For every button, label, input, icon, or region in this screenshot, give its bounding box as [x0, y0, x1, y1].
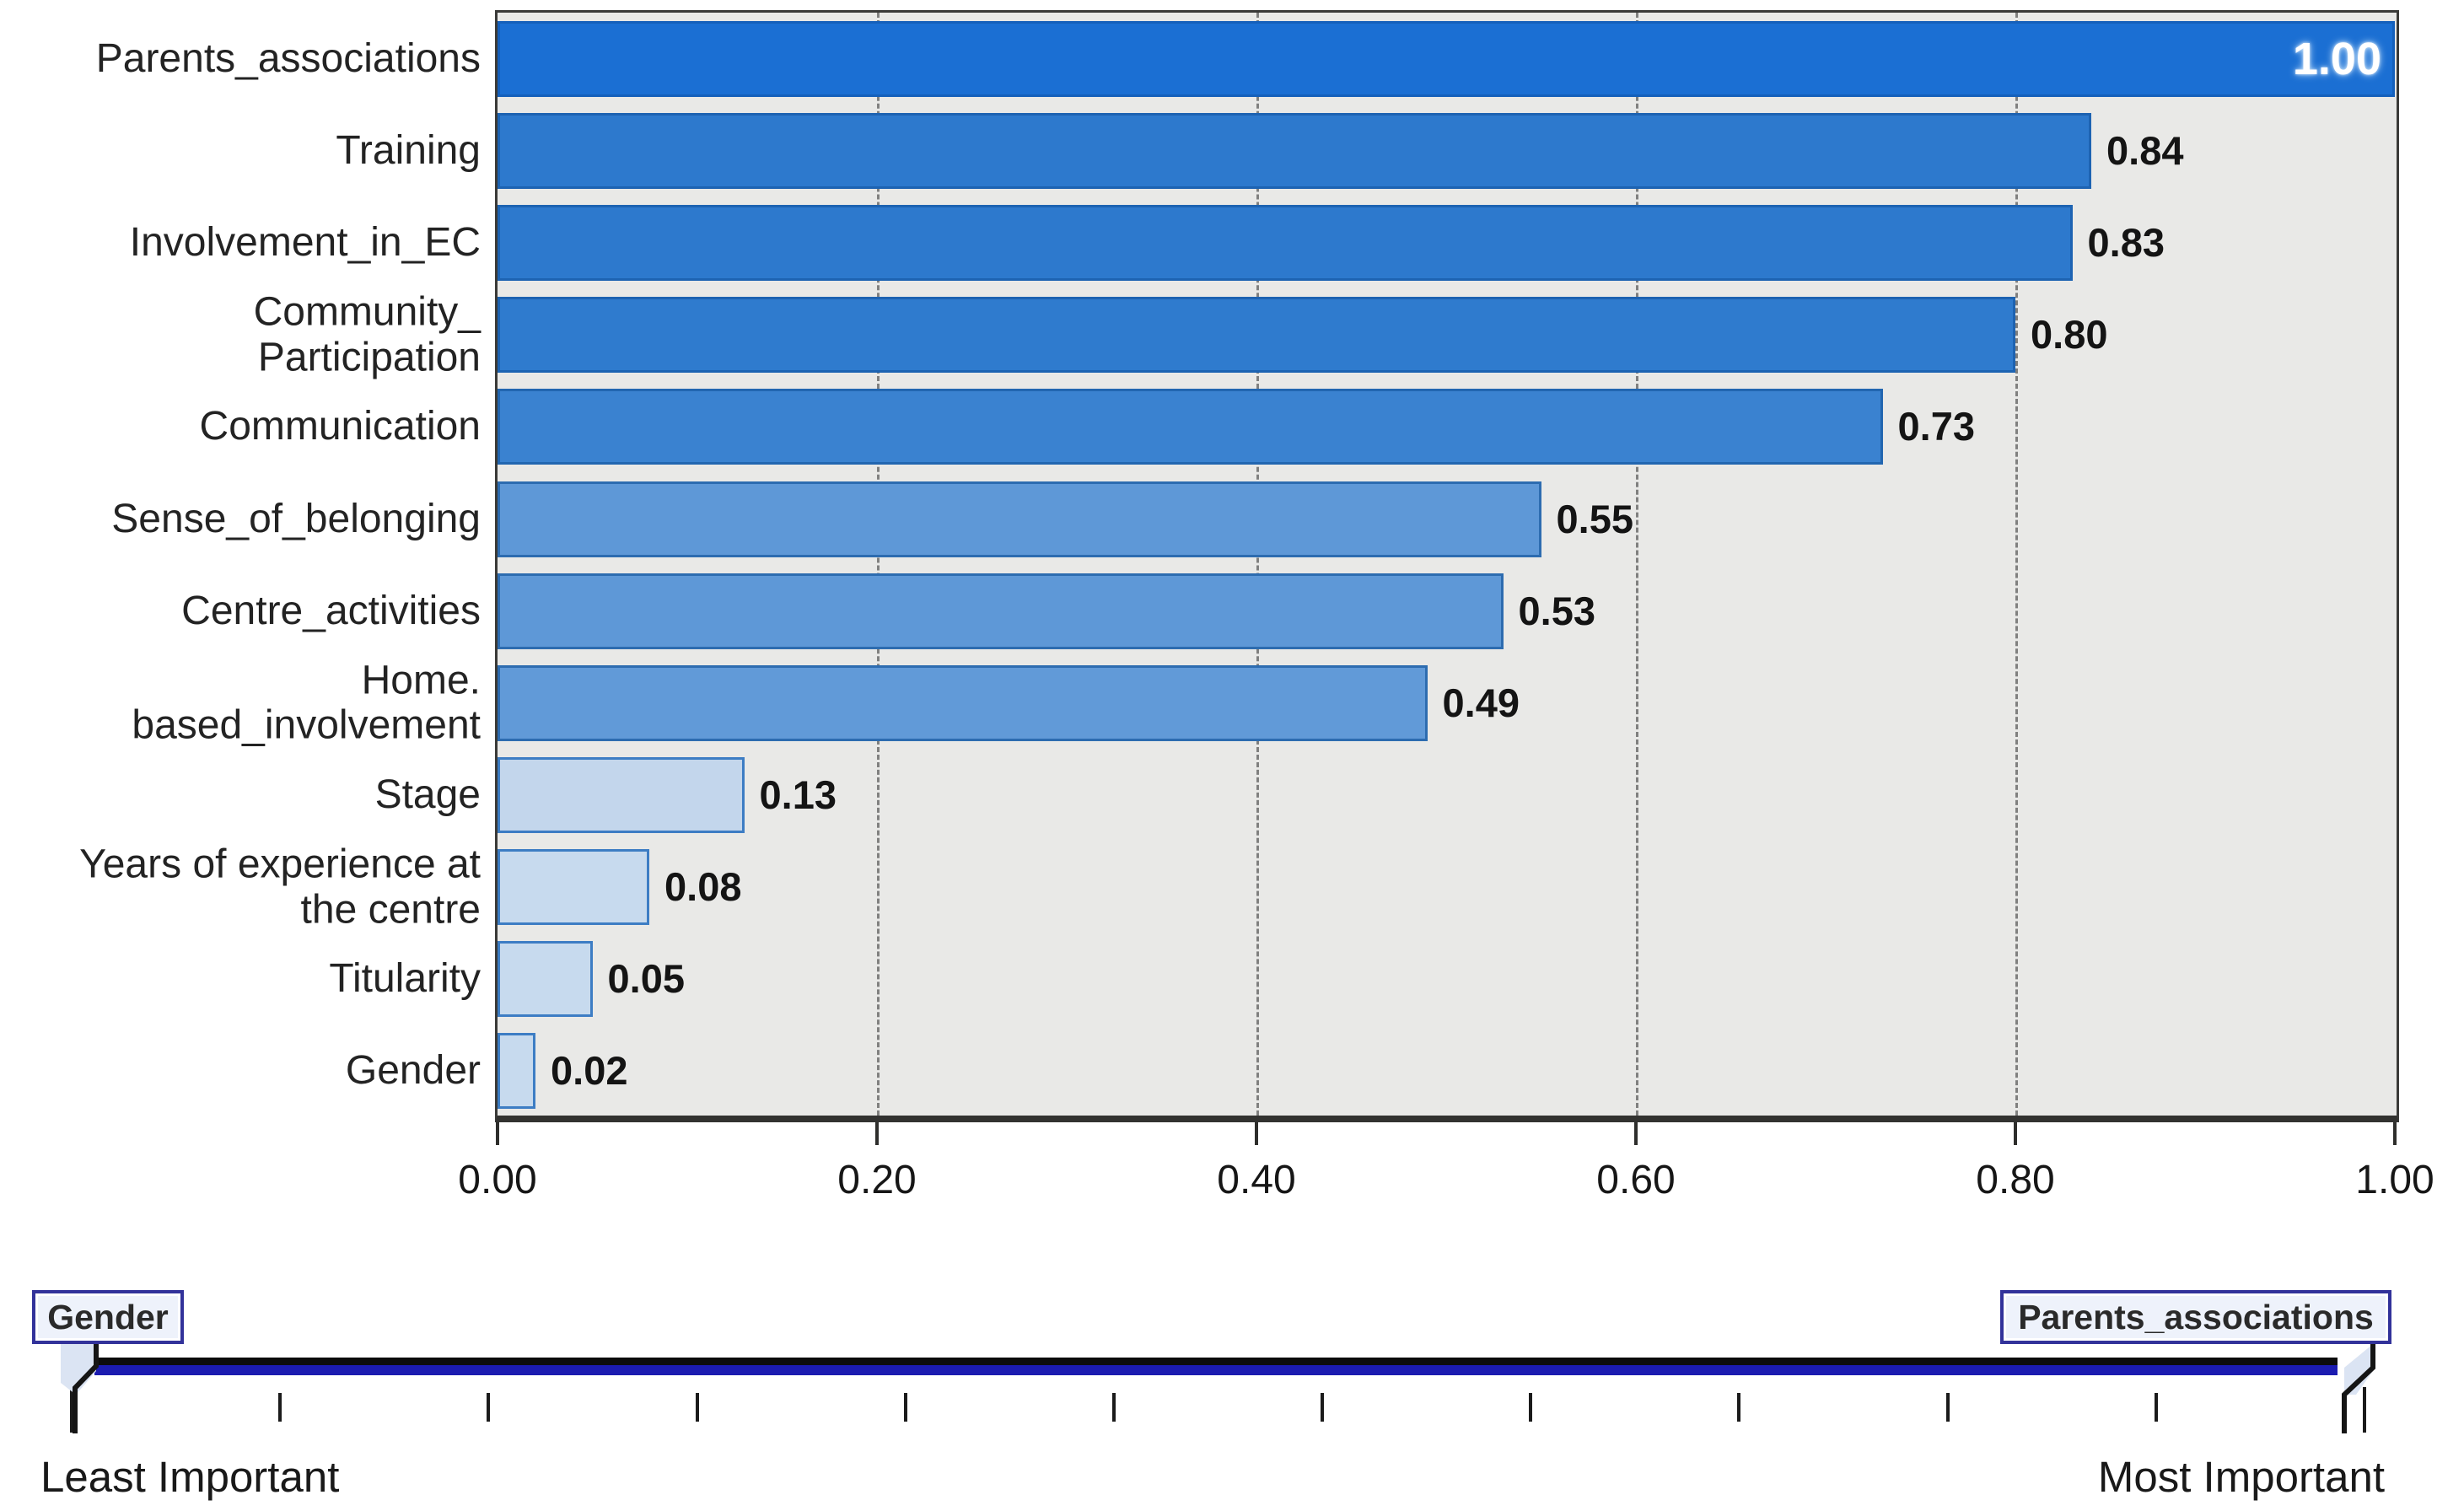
category-label: Sense_of_belonging	[111, 496, 481, 541]
slider-left-handle-label: Gender	[47, 1297, 169, 1336]
bar-value-label: 1.00	[2292, 34, 2381, 84]
slider-right-handle-pointer[interactable]	[2319, 1342, 2400, 1437]
slider-ruler-tick	[1529, 1393, 1533, 1422]
category-label: Training	[336, 128, 481, 174]
bar-value-label: 0.55	[1556, 496, 1633, 541]
x-axis-tick	[1634, 1122, 1638, 1145]
bar-value-label: 0.05	[607, 956, 685, 1001]
slider-ruler-tick	[1945, 1393, 1950, 1422]
least-important-label: Least Important	[40, 1453, 340, 1501]
bar[interactable]	[498, 205, 2073, 282]
x-axis-tick	[875, 1122, 879, 1145]
x-axis-tick	[2014, 1122, 2017, 1145]
most-important-label: Most Important	[2097, 1453, 2385, 1501]
category-label: Gender	[345, 1048, 481, 1094]
x-axis-tick-label: 0.60	[1596, 1158, 1676, 1202]
category-label: Involvement_in_EC	[129, 220, 481, 266]
bar-value-label: 0.13	[759, 772, 837, 817]
bar-value-label: 0.53	[1518, 588, 1595, 633]
slider-ruler-tick	[2154, 1393, 2158, 1422]
gridline	[2015, 13, 2018, 1116]
slider-right-handle[interactable]: Parents_associations	[2000, 1290, 2391, 1344]
slider-track[interactable]	[94, 1358, 2338, 1365]
slider-ruler-tick	[2363, 1387, 2366, 1433]
bar[interactable]	[498, 21, 2395, 97]
category-label: Parents_associations	[95, 36, 481, 82]
bar-value-label: 0.84	[2106, 128, 2184, 174]
slider-left-handle[interactable]: Gender	[32, 1290, 184, 1344]
slider-left-handle-pointer[interactable]	[49, 1342, 126, 1437]
x-axis-tick-label: 0.20	[837, 1158, 917, 1202]
bar[interactable]	[498, 113, 2091, 190]
bar[interactable]	[498, 1033, 535, 1110]
bar-value-label: 0.80	[2031, 312, 2108, 358]
category-label: Home. based_involvement	[132, 657, 481, 748]
gridline	[1636, 13, 1638, 1116]
bar-value-label: 0.08	[664, 863, 742, 909]
x-axis-tick-label: 0.00	[458, 1158, 537, 1202]
slider-right-handle-label: Parents_associations	[2018, 1297, 2374, 1336]
bar[interactable]	[498, 664, 1428, 741]
bar[interactable]	[498, 573, 1504, 649]
bar[interactable]	[498, 848, 649, 925]
x-axis-tick	[1255, 1122, 1258, 1145]
category-label: Stage	[374, 772, 481, 817]
x-axis-tick-label: 0.80	[1976, 1158, 2055, 1202]
category-label: Titularity	[329, 956, 481, 1002]
slider-ruler-tick	[1737, 1393, 1741, 1422]
slider-ruler-tick	[1111, 1393, 1116, 1422]
bar-value-label: 0.83	[2087, 220, 2165, 266]
bar[interactable]	[498, 941, 593, 1017]
gridline	[1256, 13, 1259, 1116]
bar[interactable]	[498, 481, 1541, 557]
bar[interactable]	[498, 756, 745, 833]
x-axis-tick	[2393, 1122, 2397, 1145]
slider-ruler-tick	[278, 1393, 282, 1422]
bar[interactable]	[498, 389, 1883, 465]
bar-value-label: 0.49	[1442, 680, 1520, 725]
gridline	[877, 13, 880, 1116]
slider-track-highlight[interactable]	[94, 1365, 2338, 1375]
category-label: Community_ Participation	[253, 289, 481, 380]
category-label: Years of experience at the centre	[79, 842, 481, 932]
slider-ruler-tick	[487, 1393, 491, 1422]
category-label: Communication	[199, 404, 481, 449]
bar-value-label: 0.02	[551, 1048, 628, 1094]
plot-area: 1.00 0.84 0.83 0.80 0.73 0.55 0.53 0.49 0.13 0.08…	[495, 10, 2399, 1122]
x-axis-tick	[496, 1122, 499, 1145]
x-axis-tick-label: 0.40	[1217, 1158, 1296, 1202]
slider-ruler-tick	[695, 1393, 699, 1422]
bar-value-label: 0.73	[1897, 404, 1975, 449]
slider-ruler-tick	[1321, 1393, 1325, 1422]
x-axis-tick-label: 1.00	[2355, 1158, 2434, 1202]
category-label: Centre_activities	[181, 588, 481, 633]
slider-ruler-tick	[903, 1393, 907, 1422]
bar[interactable]	[498, 297, 2015, 374]
slider-ruler-tick	[70, 1387, 73, 1433]
